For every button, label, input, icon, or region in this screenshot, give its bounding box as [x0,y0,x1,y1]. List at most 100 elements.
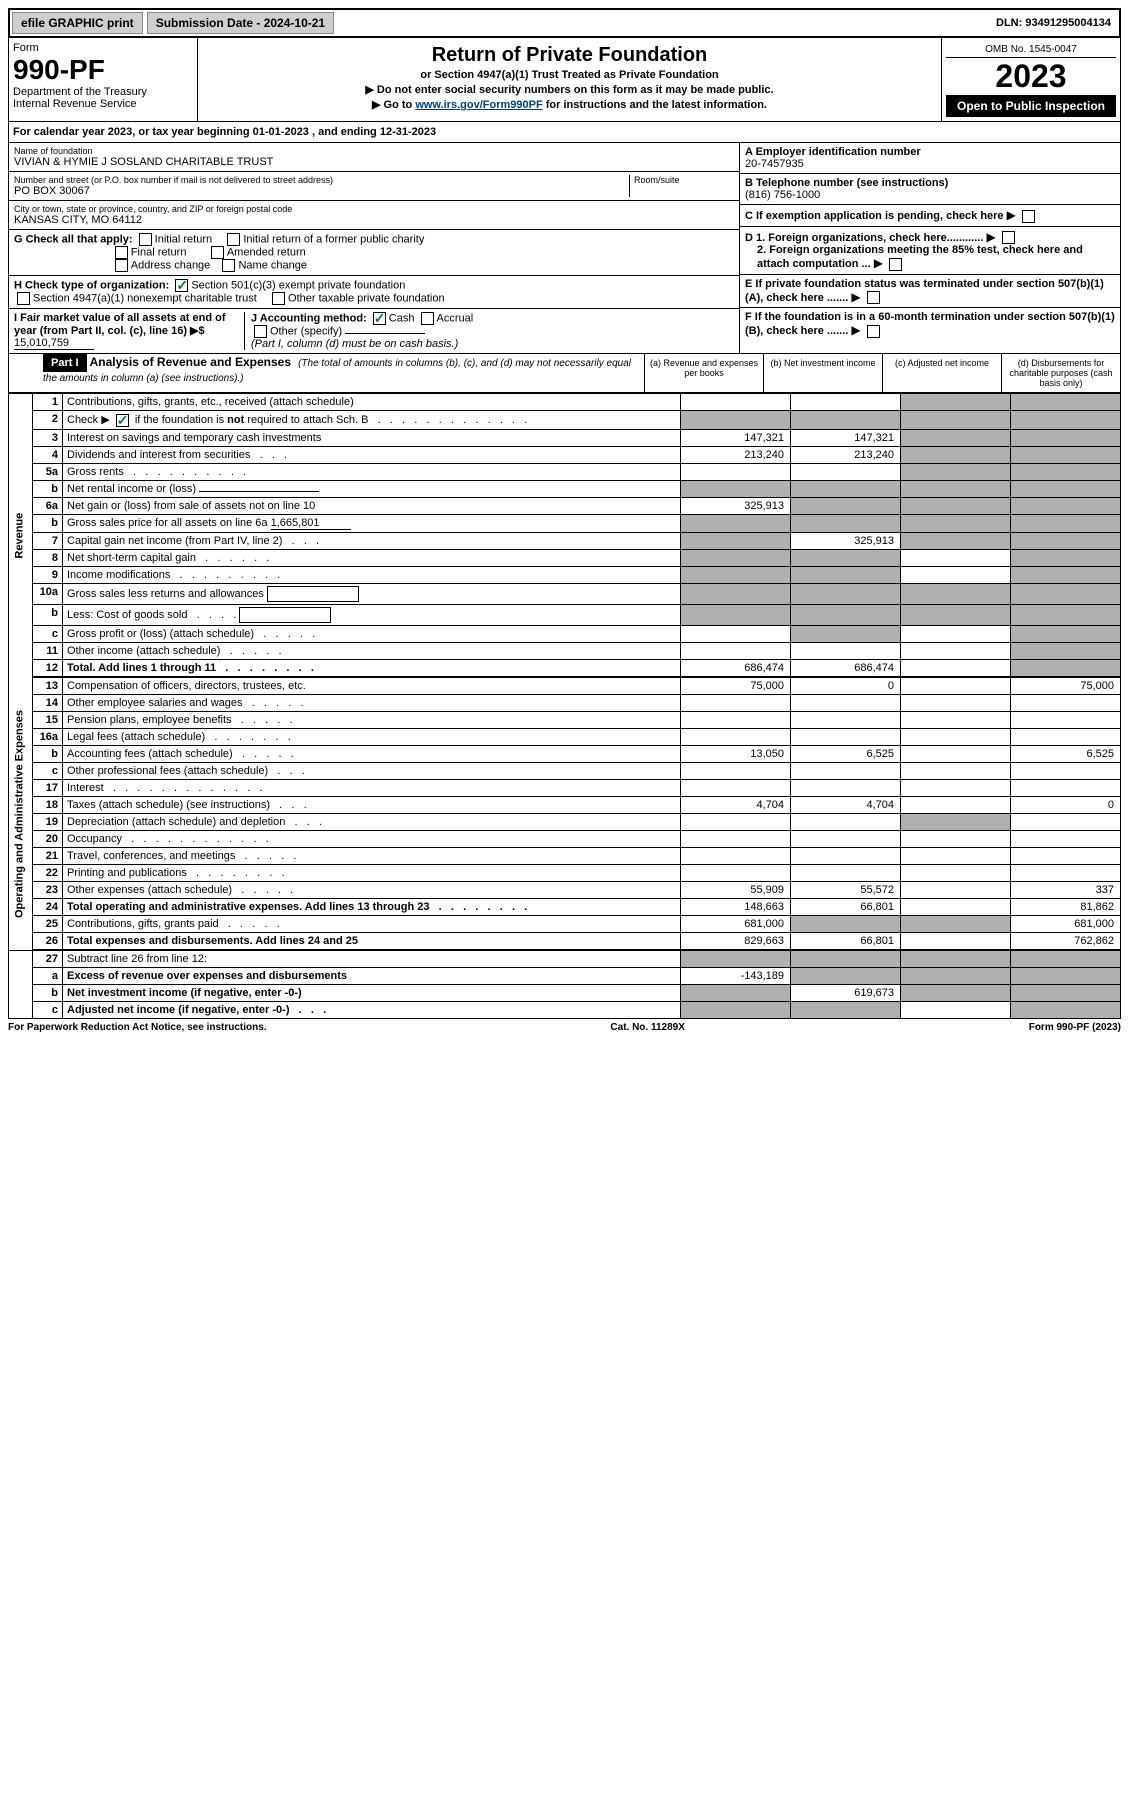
ein-label: A Employer identification number [745,146,1115,158]
address-cell: Number and street (or P.O. box number if… [9,172,739,201]
col-a-header: (a) Revenue and expenses per books [644,354,763,392]
l18-d: 0 [1011,796,1121,813]
exemption-pending-checkbox[interactable] [1022,210,1035,223]
address-label: Number and street (or P.O. box number if… [14,175,629,185]
schb-checkbox[interactable] [116,414,129,427]
l24-b: 66,801 [791,898,901,915]
calendar-year-row: For calendar year 2023, or tax year begi… [8,122,1121,143]
goto-note: ▶ Go to www.irs.gov/Form990PF for instru… [202,98,937,111]
l15-desc: Pension plans, employee benefits . . . .… [63,711,681,728]
l27-desc: Subtract line 26 from line 12: [63,950,681,967]
form-title: Return of Private Foundation [202,44,937,67]
part1-table: Revenue1Contributions, gifts, grants, et… [8,393,1121,1019]
initial-return-checkbox[interactable] [139,233,152,246]
h-opt2: Section 4947(a)(1) nonexempt charitable … [33,292,257,304]
address-change-checkbox[interactable] [115,259,128,272]
l26-b: 66,801 [791,932,901,949]
line-26: 26Total expenses and disbursements. Add … [9,932,1121,949]
line-2: 2Check ▶ if the foundation is not requir… [9,411,1121,430]
l25-a: 681,000 [681,915,791,932]
form-number: 990-PF [13,54,193,86]
l19-desc: Depreciation (attach schedule) and deple… [63,813,681,830]
4947a1-checkbox[interactable] [17,292,30,305]
l27b-b: 619,673 [791,984,901,1001]
col-d-header: (d) Disbursements for charitable purpose… [1001,354,1120,392]
efile-print-button[interactable]: efile GRAPHIC print [12,12,143,34]
l6a-a: 325,913 [681,497,791,514]
l6b-val: 1,665,801 [271,517,351,530]
submission-date-button[interactable]: Submission Date - 2024-10-21 [147,12,334,34]
line-20: 20Occupancy . . . . . . . . . . . . [9,830,1121,847]
final-return-checkbox[interactable] [115,246,128,259]
revenue-label: Revenue [9,394,33,678]
l23-desc: Other expenses (attach schedule) . . . .… [63,881,681,898]
g-address-change: Address change [131,259,211,271]
j-accrual: Accrual [437,312,474,324]
dept-label: Department of the Treasury [13,86,193,98]
line-23: 23Other expenses (attach schedule) . . .… [9,881,1121,898]
l3-b: 147,321 [791,429,901,446]
header-left: Form 990-PF Department of the Treasury I… [9,38,198,121]
ein-value: 20-7457935 [745,158,1115,170]
g-final: Final return [131,246,187,258]
l23-d: 337 [1011,881,1121,898]
l7-desc: Capital gain net income (from Part IV, l… [63,532,681,549]
line-10c: cGross profit or (loss) (attach schedule… [9,625,1121,642]
l13-b: 0 [791,677,901,694]
c-label: C If exemption application is pending, c… [745,210,1004,222]
pra-notice: For Paperwork Reduction Act Notice, see … [8,1022,267,1033]
h-opt1: Section 501(c)(3) exempt private foundat… [191,279,405,291]
col-b-header: (b) Net investment income [763,354,882,392]
line-27b: bNet investment income (if negative, ent… [9,984,1121,1001]
info-grid: Name of foundation VIVIAN & HYMIE J SOSL… [8,143,1121,354]
l16b-b: 6,525 [791,745,901,762]
l6a-desc: Net gain or (loss) from sale of assets n… [63,497,681,514]
line-16c: cOther professional fees (attach schedul… [9,762,1121,779]
other-method-checkbox[interactable] [254,325,267,338]
line-10a: 10aGross sales less returns and allowanc… [9,583,1121,604]
line-27: 27Subtract line 26 from line 12: [9,950,1121,967]
l16b-a: 13,050 [681,745,791,762]
phone-value: (816) 756-1000 [745,189,1115,201]
l18-b: 4,704 [791,796,901,813]
box-d-cell: D 1. Foreign organizations, check here..… [740,227,1120,275]
foreign-85-checkbox[interactable] [889,258,902,271]
l5a-desc: Gross rents . . . . . . . . . . [63,463,681,480]
cash-checkbox[interactable] [373,312,386,325]
accrual-checkbox[interactable] [421,312,434,325]
l8-desc: Net short-term capital gain . . . . . . [63,549,681,566]
box-e-cell: E If private foundation status was termi… [740,275,1120,309]
header-mid: Return of Private Foundation or Section … [198,38,941,121]
omb-number: OMB No. 1545-0047 [946,42,1116,58]
line-7: 7Capital gain net income (from Part IV, … [9,532,1121,549]
g-initial: Initial return [155,233,212,245]
line-13: Operating and Administrative Expenses13C… [9,677,1121,694]
l16b-d: 6,525 [1011,745,1121,762]
form990pf-link[interactable]: www.irs.gov/Form990PF [415,99,542,111]
name-label: Name of foundation [14,146,734,156]
name-change-checkbox[interactable] [222,259,235,272]
l2-desc: Check ▶ if the foundation is not require… [63,411,681,430]
l12-desc: Total. Add lines 1 through 11 . . . . . … [63,659,681,676]
line-21: 21Travel, conferences, and meetings . . … [9,847,1121,864]
form-word: Form [13,42,193,54]
l16c-desc: Other professional fees (attach schedule… [63,762,681,779]
amended-return-checkbox[interactable] [211,246,224,259]
box-c-cell: C If exemption application is pending, c… [740,205,1120,227]
l25-desc: Contributions, gifts, grants paid . . . … [63,915,681,932]
line-25: 25Contributions, gifts, grants paid . . … [9,915,1121,932]
l18-desc: Taxes (attach schedule) (see instruction… [63,796,681,813]
501c3-checkbox[interactable] [175,279,188,292]
info-left: Name of foundation VIVIAN & HYMIE J SOSL… [9,143,739,353]
d1-label: D 1. Foreign organizations, check here..… [745,232,983,244]
initial-former-checkbox[interactable] [227,233,240,246]
line-27c: cAdjusted net income (if negative, enter… [9,1001,1121,1018]
l16b-desc: Accounting fees (attach schedule) . . . … [63,745,681,762]
city-cell: City or town, state or province, country… [9,201,739,230]
dln-label: DLN: 93491295004134 [988,14,1119,32]
status-terminated-checkbox[interactable] [867,291,880,304]
line-14: 14Other employee salaries and wages . . … [9,694,1121,711]
foreign-org-checkbox[interactable] [1002,231,1015,244]
other-taxable-checkbox[interactable] [272,292,285,305]
60month-checkbox[interactable] [867,325,880,338]
